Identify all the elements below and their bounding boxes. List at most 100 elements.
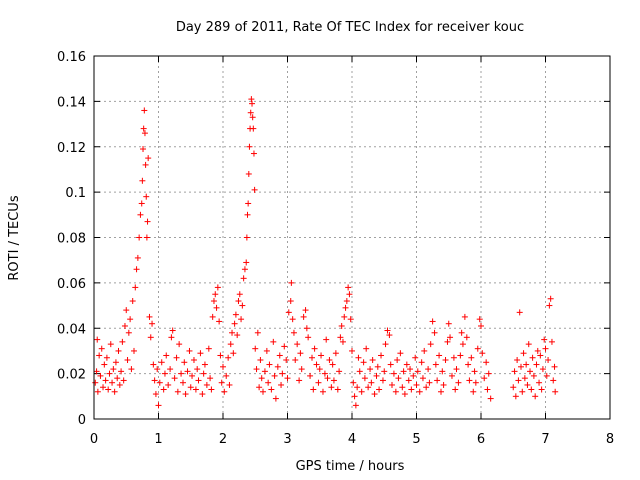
data-point: [251, 186, 258, 193]
data-point: [510, 384, 517, 391]
data-point: [354, 384, 361, 391]
data-point: [426, 379, 433, 386]
data-point: [520, 350, 527, 357]
data-point: [465, 361, 472, 368]
data-point: [447, 334, 454, 341]
data-point: [329, 361, 336, 368]
data-point: [545, 357, 552, 364]
data-point: [356, 368, 363, 375]
data-point: [109, 379, 116, 386]
data-point: [529, 354, 536, 361]
data-point: [310, 386, 317, 393]
data-point: [289, 316, 296, 323]
data-point: [253, 366, 260, 373]
data-point: [318, 352, 325, 359]
data-point: [281, 343, 288, 350]
data-point: [321, 370, 328, 377]
data-point: [234, 332, 241, 339]
data-point: [243, 234, 250, 241]
data-point: [470, 388, 477, 395]
data-points: [92, 96, 559, 409]
data-point: [407, 366, 414, 373]
data-point: [421, 347, 428, 354]
data-point: [363, 345, 370, 352]
data-point: [342, 304, 349, 311]
data-point: [146, 313, 153, 320]
data-point: [216, 318, 223, 325]
data-point: [305, 334, 312, 341]
data-point: [487, 395, 494, 402]
data-point: [252, 345, 259, 352]
x-tick-label: 7: [541, 432, 549, 447]
data-point: [319, 388, 326, 395]
data-point: [124, 357, 131, 364]
data-point: [203, 381, 210, 388]
data-point: [225, 354, 232, 361]
data-point: [145, 155, 152, 162]
data-point: [186, 347, 193, 354]
data-point: [395, 375, 402, 382]
data-point: [309, 354, 316, 361]
data-point: [105, 386, 112, 393]
data-point: [138, 200, 145, 207]
data-point: [373, 372, 380, 379]
data-point: [290, 329, 297, 336]
data-point: [235, 298, 242, 305]
data-point: [397, 350, 404, 357]
data-point: [296, 377, 303, 384]
data-point: [381, 368, 388, 375]
grid-layer: [94, 56, 610, 419]
data-point: [154, 366, 161, 373]
data-point: [149, 320, 156, 327]
data-point: [155, 402, 162, 409]
data-point: [212, 291, 219, 298]
data-point: [367, 366, 374, 373]
data-point: [168, 334, 175, 341]
data-point: [169, 327, 176, 334]
y-tick-label: 0.04: [57, 322, 86, 337]
y-tick-label: 0.06: [57, 277, 86, 292]
data-point: [532, 393, 539, 400]
data-point: [254, 329, 261, 336]
data-point: [418, 359, 425, 366]
data-point: [542, 345, 549, 352]
data-point: [388, 381, 395, 388]
y-tick-label: 0.16: [57, 50, 86, 65]
data-point: [201, 361, 208, 368]
data-point: [120, 377, 127, 384]
data-point: [471, 368, 478, 375]
data-point: [448, 372, 455, 379]
data-point: [160, 386, 167, 393]
data-point: [150, 361, 157, 368]
data-point: [536, 379, 543, 386]
data-point: [326, 357, 333, 364]
data-point: [158, 359, 165, 366]
data-point: [382, 341, 389, 348]
data-point: [374, 363, 381, 370]
data-point: [96, 352, 103, 359]
data-point: [194, 366, 201, 373]
data-point: [101, 361, 108, 368]
data-point: [223, 372, 230, 379]
data-point: [525, 341, 532, 348]
data-point: [517, 363, 524, 370]
data-point: [229, 329, 236, 336]
y-tick-label: 0.14: [57, 95, 86, 110]
data-point: [143, 193, 150, 200]
data-point: [416, 388, 423, 395]
data-point: [423, 384, 430, 391]
data-point: [210, 298, 217, 305]
data-point: [236, 291, 243, 298]
data-point: [257, 357, 264, 364]
data-point: [263, 347, 270, 354]
data-point: [427, 341, 434, 348]
data-point: [524, 381, 531, 388]
data-point: [98, 345, 105, 352]
data-point: [346, 291, 353, 298]
data-point: [165, 381, 172, 388]
data-point: [180, 379, 187, 386]
data-point: [351, 393, 358, 400]
data-point: [139, 177, 146, 184]
data-point: [241, 266, 248, 273]
data-point: [284, 375, 291, 382]
